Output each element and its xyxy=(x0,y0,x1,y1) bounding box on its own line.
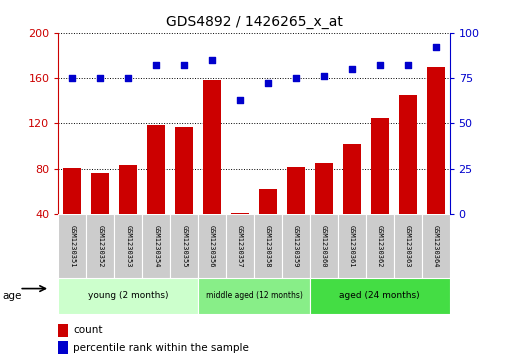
Bar xyxy=(287,167,305,214)
Text: GSM1230360: GSM1230360 xyxy=(321,225,327,267)
Text: GDS4892 / 1426265_x_at: GDS4892 / 1426265_x_at xyxy=(166,15,342,29)
Point xyxy=(180,62,188,68)
Text: GSM1230357: GSM1230357 xyxy=(237,225,243,267)
Bar xyxy=(343,144,361,214)
Point xyxy=(320,73,328,79)
Text: aged (24 months): aged (24 months) xyxy=(339,291,420,300)
Bar xyxy=(338,214,366,278)
Bar xyxy=(399,95,417,214)
Bar xyxy=(119,166,137,214)
Bar xyxy=(114,214,142,278)
Text: GSM1230351: GSM1230351 xyxy=(70,225,75,267)
Bar xyxy=(282,214,310,278)
Bar xyxy=(58,325,68,338)
Text: GSM1230364: GSM1230364 xyxy=(433,225,438,267)
Bar xyxy=(310,214,338,278)
Text: GSM1230358: GSM1230358 xyxy=(265,225,271,267)
Text: GSM1230354: GSM1230354 xyxy=(153,225,159,267)
Text: age: age xyxy=(3,291,22,301)
Text: GSM1230353: GSM1230353 xyxy=(125,225,131,267)
Bar xyxy=(254,214,282,278)
Point xyxy=(264,81,272,86)
Point xyxy=(68,75,76,81)
Bar xyxy=(86,214,114,278)
Point xyxy=(152,62,160,68)
Text: GSM1230362: GSM1230362 xyxy=(377,225,383,267)
Bar xyxy=(310,278,450,314)
Text: GSM1230352: GSM1230352 xyxy=(98,225,103,267)
Bar xyxy=(147,125,165,214)
Bar xyxy=(315,163,333,214)
Bar xyxy=(91,174,109,214)
Bar xyxy=(198,278,310,314)
Text: young (2 months): young (2 months) xyxy=(88,291,169,300)
Bar xyxy=(198,214,226,278)
Bar xyxy=(231,213,249,214)
Bar xyxy=(203,80,221,214)
Bar xyxy=(58,341,68,354)
Bar xyxy=(371,118,389,214)
Bar xyxy=(58,278,198,314)
Text: GSM1230363: GSM1230363 xyxy=(405,225,410,267)
Point xyxy=(431,44,439,50)
Text: percentile rank within the sample: percentile rank within the sample xyxy=(74,343,249,353)
Point xyxy=(375,62,384,68)
Point xyxy=(236,97,244,103)
Bar xyxy=(175,127,193,214)
Bar xyxy=(64,168,81,214)
Point xyxy=(292,75,300,81)
Text: GSM1230356: GSM1230356 xyxy=(209,225,215,267)
Bar xyxy=(170,214,198,278)
Bar xyxy=(366,214,394,278)
Bar xyxy=(394,214,422,278)
Bar xyxy=(422,214,450,278)
Point xyxy=(347,66,356,72)
Text: middle aged (12 months): middle aged (12 months) xyxy=(206,291,302,300)
Bar xyxy=(427,67,444,214)
Point xyxy=(124,75,132,81)
Bar xyxy=(259,189,277,214)
Point xyxy=(208,57,216,63)
Text: GSM1230355: GSM1230355 xyxy=(181,225,187,267)
Bar xyxy=(58,214,86,278)
Text: GSM1230361: GSM1230361 xyxy=(349,225,355,267)
Bar xyxy=(142,214,170,278)
Text: GSM1230359: GSM1230359 xyxy=(293,225,299,267)
Bar xyxy=(226,214,254,278)
Point xyxy=(96,75,104,81)
Text: count: count xyxy=(74,325,103,335)
Point xyxy=(403,62,411,68)
